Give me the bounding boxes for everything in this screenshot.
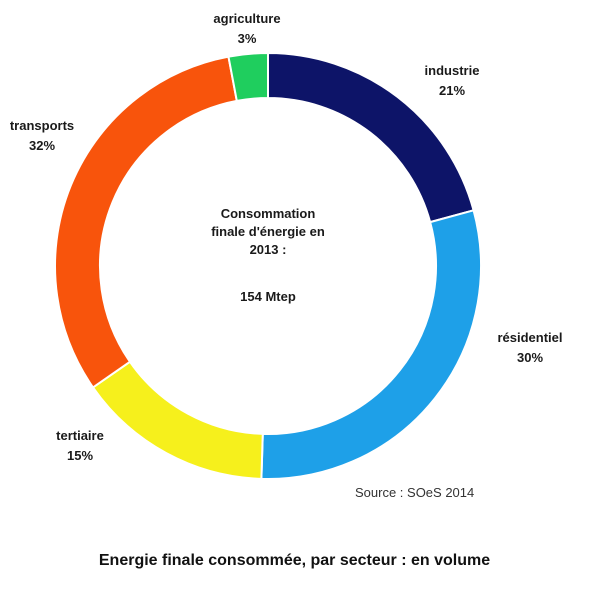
- chart-title: Energie finale consommée, par secteur : …: [98, 552, 491, 569]
- slice-agriculture: [227, 51, 269, 103]
- center-text: Consommation finale d'énergie en 2013 : …: [211, 206, 325, 304]
- slice-label-transports: transports: [10, 118, 74, 133]
- slice-labels: industrie 21% résidentiel 30% tertiaire 15% tr…: [10, 11, 563, 463]
- center-line-2: finale d'énergie en: [211, 224, 325, 239]
- slice-transports: [54, 55, 238, 389]
- donut-chart: industrie 21% résidentiel 30% tertiaire 15% tr…: [10, 11, 563, 480]
- slice-label-tertiaire: tertiaire: [56, 428, 104, 443]
- slice-industrie: [267, 51, 475, 224]
- slice-value-agriculture: 3%: [238, 31, 257, 46]
- slice-value-industrie: 21%: [439, 83, 465, 98]
- slice-label-industrie: industrie: [425, 63, 480, 78]
- source-note: Source : SOeS 2014: [355, 485, 475, 500]
- slice-tertiaire: [91, 360, 264, 480]
- center-total: 154 Mtep: [240, 289, 296, 304]
- slice-value-transports: 32%: [29, 138, 55, 153]
- slice-value-résidentiel: 30%: [517, 350, 543, 365]
- center-line-1: Consommation: [221, 206, 316, 221]
- center-line-3: 2013 :: [250, 242, 287, 257]
- slice-résidentiel: [260, 209, 482, 480]
- donut-slices: [54, 51, 482, 480]
- slice-value-tertiaire: 15%: [67, 448, 93, 463]
- slice-label-résidentiel: résidentiel: [497, 330, 562, 345]
- slice-label-agriculture: agriculture: [213, 11, 280, 26]
